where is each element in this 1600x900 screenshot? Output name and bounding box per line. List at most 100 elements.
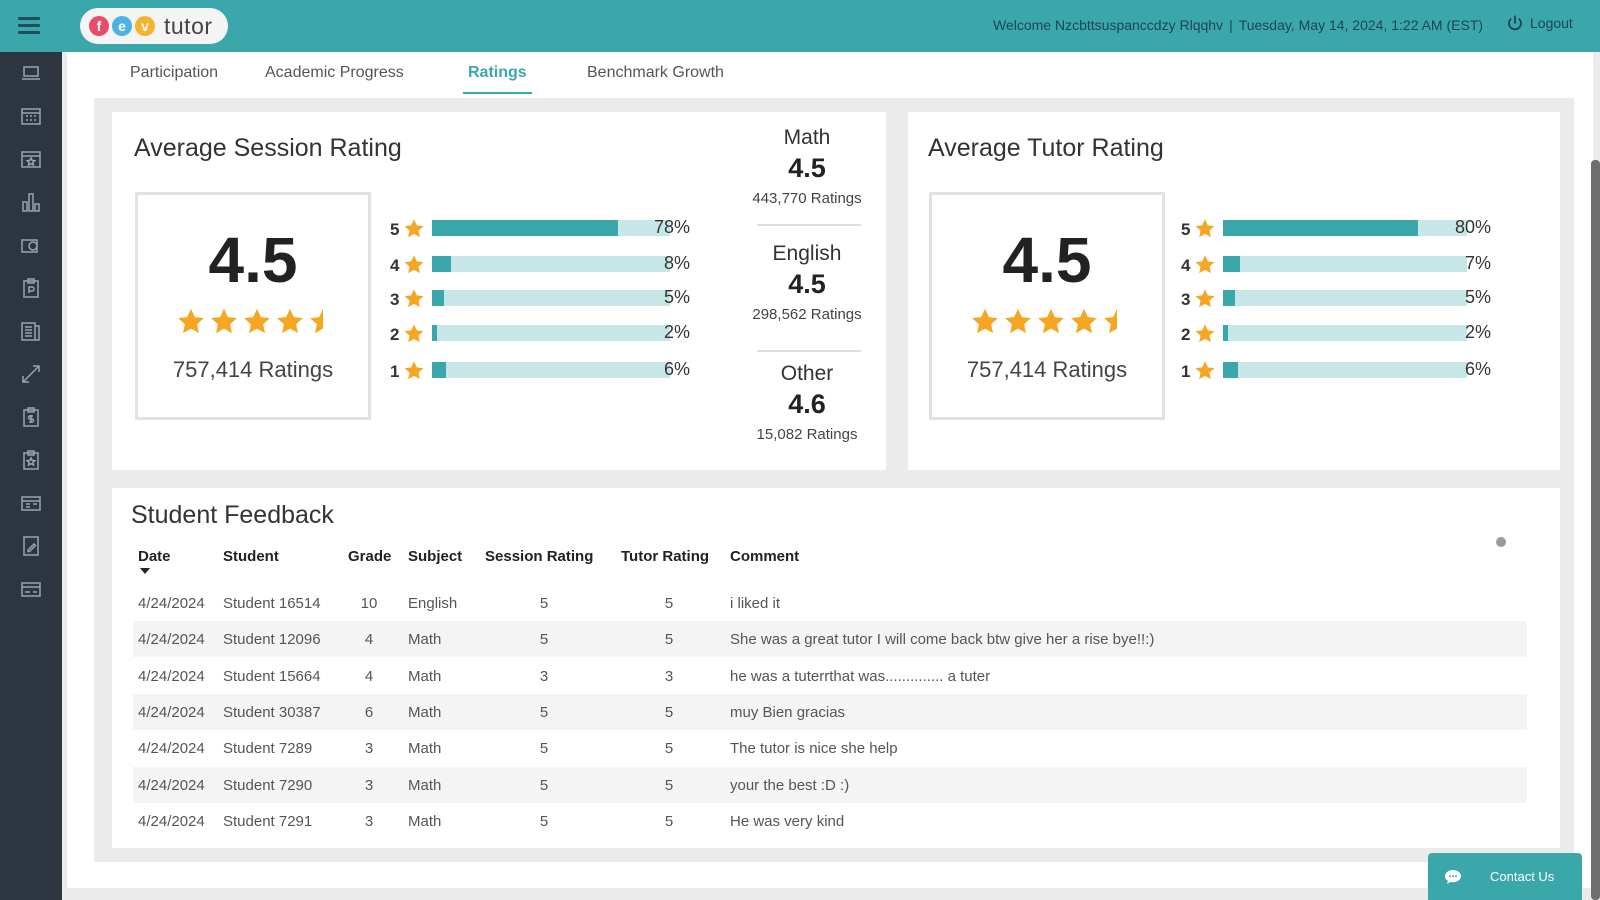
table-row[interactable]: 4/24/2024 Student 30387 6 Math 5 5 muy Bien gr… [133,693,1527,730]
star-icon-wrap [403,254,425,281]
star-icon [1195,324,1215,343]
table-cell-comment: The tutor is nice she help [730,740,898,758]
table-row[interactable]: 4/24/2024 Student 15664 4 Math 3 3 he was a tu… [133,658,1527,694]
star-icon [404,361,424,380]
column-grade[interactable]: Grade [348,548,392,565]
logout-button[interactable]: Logout [1506,14,1573,32]
rating-row-percent: 6% [663,359,690,379]
subject-divider [757,350,861,352]
store-icon[interactable] [20,492,42,514]
app-logo[interactable]: f e v tutor [80,8,228,44]
rating-row-label: 1 [1181,362,1191,381]
column-subject[interactable]: Subject [408,548,463,565]
column-session-rating[interactable]: Session Rating [485,548,594,565]
table-cell-subject: Math [408,776,442,794]
tab-ratings[interactable]: Ratings [463,64,532,94]
rating-row-label: 3 [1181,290,1191,309]
edit-note-icon[interactable] [20,535,42,557]
table-scroll-indicator[interactable] [1496,537,1506,547]
table-row[interactable]: 4/24/2024 Student 7289 3 Math 5 5 The tutor is… [133,730,1527,766]
star-icon-wrap [1194,323,1216,350]
tab-benchmark-growth[interactable]: Benchmark Growth [587,64,724,81]
tab-bar: Participation Academic Progress Ratings … [67,52,1593,98]
table-cell-comment: muy Bien gracias [730,703,846,721]
sidebar [0,52,62,900]
column-date-label: Date [138,548,171,565]
table-cell-grade: 6 [364,703,374,721]
column-comment[interactable]: Comment [730,548,800,565]
table-cell-comment: he was a tuterrthat was.............. a … [730,667,991,685]
rating-row-label: 4 [390,256,400,275]
card-icon[interactable] [20,578,42,600]
laptop-icon[interactable] [20,62,42,84]
top-bar: f e v tutor Welcome Nzcbttsuspanccdzy Rl… [0,0,1600,52]
subject-ratings: 443,770 Ratings [752,190,862,207]
resize-arrow-icon[interactable] [20,363,42,385]
logo-letter-v: v [135,16,155,36]
rating-row-3: 3 5% [1181,286,1501,310]
session-count: 757,414 Ratings [172,357,334,382]
book-list-icon[interactable] [20,320,42,342]
star-icon [211,308,237,334]
table-cell-subject: English [408,595,458,612]
table-row[interactable]: 4/24/2024 Student 16514 10 English 5 5 i liked… [133,585,1527,621]
star-icon [404,255,424,274]
star-icon-wrap [1194,218,1216,245]
clipboard-dollar-icon[interactable] [20,406,42,428]
table-cell-grade: 4 [364,667,374,685]
rating-bar-fill [432,325,437,341]
power-icon [1508,15,1522,31]
table-row[interactable]: 4/24/2024 Student 7290 3 Math 5 5 your the bes… [133,766,1527,803]
column-student[interactable]: Student [223,548,279,565]
table-cell-tutor-rating: 5 [664,812,674,830]
table-cell-subject: Math [408,703,442,721]
column-tutor-rating[interactable]: Tutor Rating [621,548,710,565]
table-cell-tutor-rating: 5 [664,703,674,721]
tutor-stars [970,307,1132,337]
table-cell-grade: 3 [364,776,374,794]
contact-us-button[interactable]: Contact Us [1428,853,1582,900]
welcome-user: Welcome Nzcbttsuspanccdzy Rlqqhv [993,17,1224,33]
tab-academic-progress[interactable]: Academic Progress [265,64,404,81]
rating-bar-track [1223,220,1467,236]
hamburger-menu-icon[interactable] [18,17,40,35]
table-cell-grade: 4 [364,631,374,649]
table-row[interactable]: 4/24/2024 Student 7291 3 Math 5 5 He was very … [133,803,1527,839]
tab-participation[interactable]: Participation [130,64,219,81]
logout-label: Logout [1530,15,1573,31]
table-cell-date: 4/24/2024 [138,812,205,830]
clipboard-star-icon[interactable] [20,449,42,471]
star-icon [404,219,424,238]
rating-bar-track [432,220,670,236]
rating-row-label: 2 [1181,325,1191,344]
sort-desc-icon [140,568,150,574]
table-cell-tutor-rating: 5 [664,595,674,612]
rating-bar-fill [432,220,618,236]
table-row[interactable]: 4/24/2024 Student 12096 4 Math 5 5 She was a g… [133,621,1527,658]
subject-name: English [772,242,842,265]
star-icon [1195,361,1215,380]
page-scrollbar[interactable] [1591,160,1600,900]
subject-math: Math 4.5 443,770 Ratings [732,126,882,207]
calendar-star-icon[interactable] [20,148,42,170]
table-cell-tutor-rating: 3 [664,667,674,685]
subject-name: Math [783,126,831,149]
table-cell-session-rating: 5 [539,812,549,830]
contact-us-label: Contact Us [1490,869,1555,884]
table-cell-date: 4/24/2024 [138,703,205,721]
star-icon [178,308,204,334]
column-date[interactable]: Date [138,548,171,574]
camera-icon[interactable] [20,234,42,256]
half-star-icon [310,308,336,334]
star-icon-wrap [403,288,425,315]
table-cell-student: Student 12096 [223,631,321,649]
rating-row-label: 2 [390,325,400,344]
bar-chart-icon[interactable] [20,191,42,213]
calendar-grid-icon[interactable] [20,105,42,127]
clipboard-p-icon[interactable] [20,277,42,299]
subject-value: 4.5 [788,153,826,183]
table-cell-date: 4/24/2024 [138,667,205,685]
star-icon [1195,255,1215,274]
star-icon [972,308,998,334]
rating-bar-track [432,362,670,378]
